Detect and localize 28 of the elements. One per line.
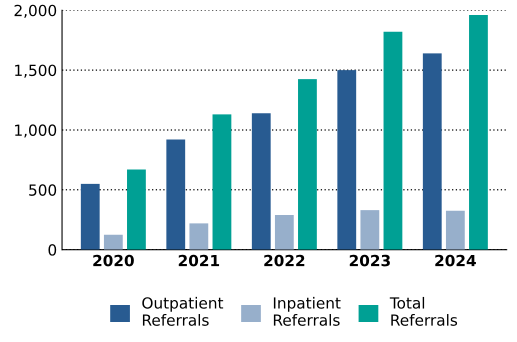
y-tick-label: 0	[48, 244, 56, 256]
x-tick-label: 2022	[264, 254, 304, 266]
bar	[212, 114, 232, 250]
x-tick-label: 2021	[178, 254, 220, 266]
bar	[337, 70, 356, 250]
bar	[104, 234, 123, 250]
y-tick-label: 500	[29, 184, 56, 196]
bar	[166, 140, 186, 250]
bar	[469, 15, 488, 250]
legend-label: Total Referrals	[390, 296, 458, 326]
y-tick-label: 1,000	[15, 124, 56, 138]
bar	[274, 214, 294, 250]
bar	[298, 79, 317, 250]
y-tick-label: 1,500	[15, 64, 56, 78]
legend-label: Outpatient Referrals	[142, 296, 224, 326]
bar	[360, 210, 380, 250]
bar	[446, 210, 465, 250]
x-tick-label: 2020	[93, 254, 134, 266]
bar	[189, 223, 208, 250]
y-tick-label: 2,000	[14, 4, 56, 18]
bar	[252, 113, 271, 250]
bar	[422, 53, 442, 250]
legend-label: Inpatient Referrals	[274, 296, 341, 326]
x-tick-label: 2023	[350, 254, 390, 266]
x-tick-label: 2024	[435, 254, 476, 266]
bar	[127, 169, 146, 250]
bar	[80, 184, 100, 250]
bar	[384, 32, 402, 250]
